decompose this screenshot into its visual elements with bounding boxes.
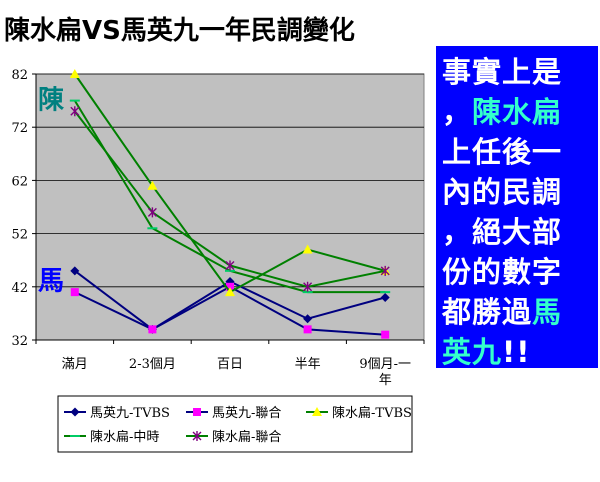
data-point — [148, 325, 157, 334]
data-point — [303, 281, 313, 292]
callout-line: ，絕大部 — [442, 212, 594, 252]
data-point — [70, 266, 80, 276]
data-point — [69, 69, 80, 78]
annotation-label: 陳 — [38, 86, 65, 116]
x-tick-label: 年 — [379, 373, 392, 388]
data-point — [70, 106, 80, 117]
plot-area — [35, 73, 425, 341]
legend-label: 陳水扁-中時 — [90, 430, 159, 445]
callout-text: 上任後一 — [442, 135, 563, 169]
chart-title: 陳水扁VS馬英九一年民調變化 — [4, 16, 355, 46]
legend-item: 陳水扁-TVBS — [306, 406, 412, 421]
triangle-marker — [225, 287, 235, 297]
data-point — [147, 207, 157, 218]
legend-item: 馬英九-聯合 — [186, 406, 281, 421]
star-marker — [380, 265, 390, 276]
y-tick-label: 42 — [11, 281, 28, 296]
callout-text: ，絕大部 — [442, 215, 563, 249]
x-tick-label: 半年 — [295, 357, 321, 372]
legend-item: 馬英九-TVBS — [64, 406, 170, 421]
callout-line: 都勝過馬 — [442, 292, 594, 332]
star-marker — [147, 207, 157, 218]
square-marker — [303, 325, 312, 334]
legend-label: 馬英九-TVBS — [90, 406, 170, 421]
callout-text: 事實上是 — [442, 55, 563, 89]
square-marker — [226, 282, 234, 291]
callout-line: ，陳水扁 — [442, 92, 594, 132]
data-point — [70, 288, 79, 297]
series-陳水扁-聯合 — [70, 106, 390, 292]
diamond-marker — [70, 266, 80, 276]
callout-text: 陳水扁 — [472, 95, 563, 129]
callout-text: 份的數字 — [442, 255, 563, 289]
data-point — [147, 180, 158, 190]
data-point — [303, 325, 312, 334]
square-marker — [381, 330, 390, 339]
triangle-marker — [69, 69, 80, 78]
square-marker — [193, 408, 201, 416]
callout-text: !! — [502, 335, 531, 369]
data-point — [225, 260, 235, 271]
star-marker — [70, 106, 80, 117]
star-marker — [225, 260, 235, 271]
legend-item: 陳水扁-中時 — [64, 430, 159, 445]
callout-text: ， — [442, 95, 473, 129]
y-tick-label: 72 — [11, 121, 28, 136]
data-point — [380, 292, 390, 302]
callout-line: 內的民調 — [442, 172, 594, 212]
legend-label: 馬英九-聯合 — [212, 406, 281, 421]
square-marker — [70, 288, 79, 297]
triangle-marker — [312, 407, 322, 416]
square-marker — [148, 325, 157, 334]
diamond-marker — [380, 292, 390, 302]
x-tick-label: 9個月-一 — [359, 357, 411, 372]
y-tick-label: 82 — [11, 68, 28, 83]
x-tick-label: 2-3個月 — [129, 357, 176, 372]
callout-line: 英九!! — [442, 332, 594, 372]
star-marker — [192, 431, 202, 441]
diamond-marker — [70, 407, 80, 417]
series-陳水扁-中時 — [69, 99, 391, 294]
legend — [57, 395, 413, 453]
annotation-label: 馬 — [38, 266, 64, 296]
legend-label: 陳水扁-TVBS — [332, 406, 412, 421]
triangle-marker — [147, 180, 158, 190]
triangle-marker — [302, 244, 313, 254]
series-馬英九-聯合 — [70, 282, 390, 339]
data-point — [226, 282, 234, 291]
callout-text: 都勝過 — [442, 295, 533, 329]
callout-text: 英九 — [442, 335, 503, 369]
callout-box: 事實上是 ，陳水扁 上任後一 內的民調 ，絕大部 份的數字 都勝過馬 英九!! — [436, 46, 598, 369]
callout-text: 內的民調 — [442, 175, 563, 209]
callout-line: 上任後一 — [442, 132, 594, 172]
x-tick-label: 百日 — [217, 357, 243, 372]
diamond-marker — [303, 314, 313, 324]
callout-line: 事實上是 — [442, 52, 594, 92]
y-tick-label: 32 — [11, 334, 28, 349]
data-point — [225, 287, 235, 297]
data-point — [381, 330, 390, 339]
y-tick-label: 52 — [11, 228, 28, 243]
legend-item: 陳水扁-聯合 — [186, 430, 281, 445]
x-tick-label: 滿月 — [62, 356, 88, 372]
data-point — [302, 244, 313, 254]
star-marker — [303, 281, 313, 292]
data-point — [303, 314, 313, 324]
data-point — [380, 265, 390, 276]
callout-text: 馬 — [532, 295, 563, 329]
line-chart: 32 42 52 62 72 82 滿月 2-3個月 百日 半年 9個月-一年 陳馬馬英九-TVBS 馬… — [0, 60, 430, 478]
callout-line: 份的數字 — [442, 252, 594, 292]
y-tick-label: 62 — [11, 174, 28, 189]
legend-label: 陳水扁-聯合 — [212, 430, 281, 445]
